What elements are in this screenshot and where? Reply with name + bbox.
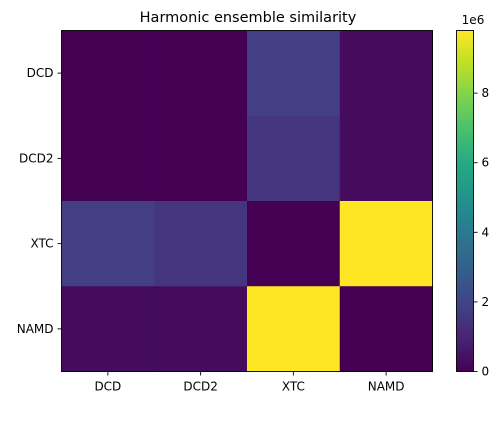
heatmap-cells [61, 30, 433, 372]
heatmap-cell [339, 30, 433, 117]
heatmap-cell [61, 115, 155, 202]
heatmap-cell [61, 286, 155, 372]
heatmap-cell [61, 201, 155, 287]
colorbar-tick-label: 6 [482, 156, 490, 170]
heatmap-cell [247, 30, 341, 117]
heatmap-cell [339, 201, 433, 287]
y-tick-label: DCD2 [19, 151, 54, 165]
x-axis: DCD DCD2 XTC NAMD [94, 371, 405, 394]
heatmap-cell [247, 115, 341, 202]
colorbar-tick-label: 4 [482, 225, 490, 239]
colorbar-ticks: 0 2 4 6 8 [473, 86, 490, 379]
chart-title: Harmonic ensemble similarity [140, 10, 357, 26]
colorbar-frame [456, 30, 474, 372]
y-tick-label: XTC [30, 237, 53, 251]
heatmap-cell [339, 115, 433, 202]
colorbar-tick-label: 0 [482, 365, 490, 379]
heatmap-cell [61, 30, 155, 117]
x-tick-label: DCD2 [183, 380, 218, 394]
x-tick-label: DCD [94, 380, 121, 394]
x-tick-label: NAMD [368, 380, 405, 394]
heatmap-frame [61, 30, 433, 372]
colorbar-tick-label: 2 [482, 295, 490, 309]
y-tick-label: DCD [27, 66, 54, 80]
colorbar-gradient [456, 30, 474, 372]
colorbar-tick-label: 8 [482, 86, 490, 100]
heatmap-cell [154, 201, 248, 287]
colorbar-offset-label: 1e6 [462, 13, 485, 27]
heatmap-cell [154, 30, 248, 117]
heatmap-cell [247, 286, 341, 372]
colorbar: 0 2 4 6 8 1e6 [456, 13, 490, 379]
heatmap-cell [154, 115, 248, 202]
heatmap-cell [247, 201, 341, 287]
heatmap-cell [339, 286, 433, 372]
y-tick-label: NAMD [17, 322, 54, 336]
heatmap-cell [154, 286, 248, 372]
x-tick-label: XTC [282, 380, 305, 394]
y-axis: DCD DCD2 XTC NAMD [17, 66, 62, 336]
